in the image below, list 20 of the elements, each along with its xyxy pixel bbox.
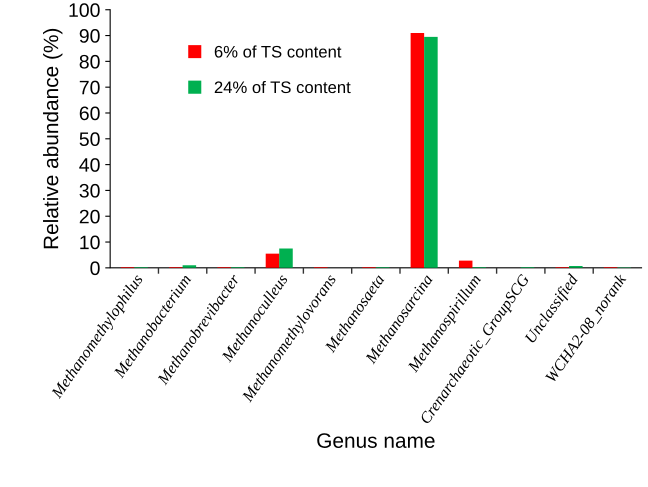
y-tick-label: 100 <box>69 3 100 17</box>
legend-label: 24% of TS content <box>214 80 351 94</box>
bar <box>266 254 280 268</box>
y-tick-label: 20 <box>80 210 100 224</box>
y-tick-label: 30 <box>80 184 100 198</box>
y-tick-label: 50 <box>80 132 100 146</box>
y-axis-title: Relative abundance (%) <box>43 28 62 248</box>
bar <box>410 32 424 268</box>
y-tick-label: 0 <box>90 261 100 276</box>
y-tick-label: 80 <box>80 54 100 69</box>
y-tick-label: 10 <box>80 236 100 250</box>
y-tick-label: 60 <box>80 106 100 120</box>
bar <box>458 260 472 268</box>
y-tick-label: 90 <box>80 29 100 43</box>
y-tick-label: 40 <box>79 158 100 172</box>
bar <box>279 248 293 268</box>
bar <box>424 36 438 268</box>
y-tick-label: 70 <box>80 80 100 94</box>
legend-label: 6% of TS content <box>214 45 342 58</box>
x-axis-title: Genus name <box>317 433 435 448</box>
